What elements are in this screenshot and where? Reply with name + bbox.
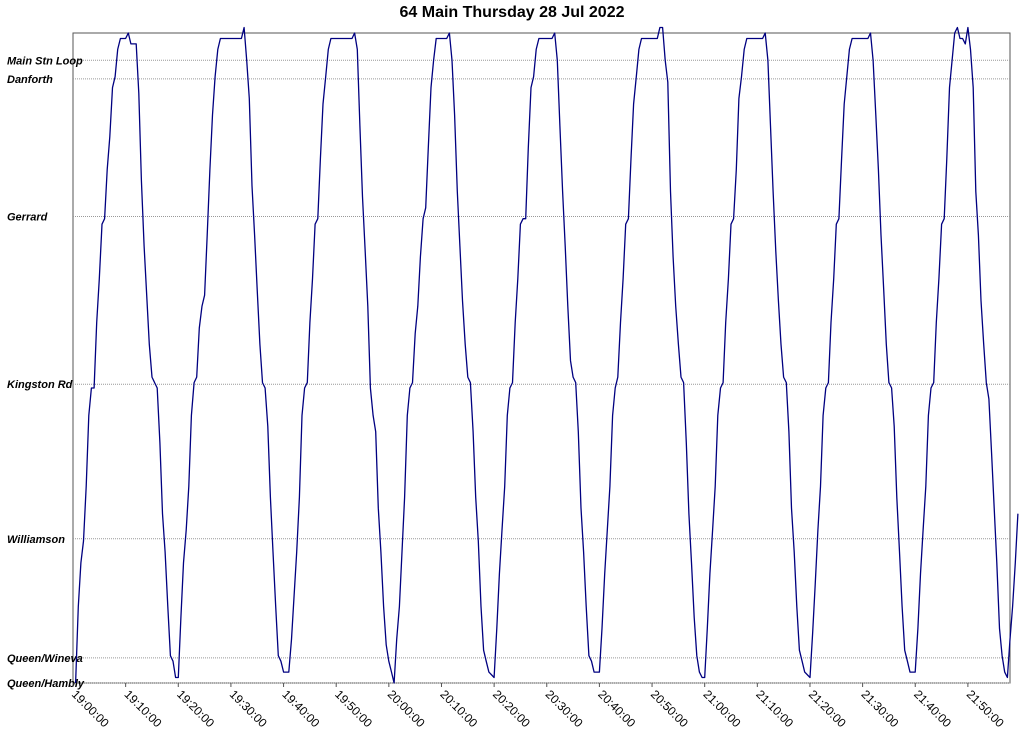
y-stop-label: Gerrard xyxy=(7,212,48,224)
x-tick-label: 21:00:00 xyxy=(701,687,744,730)
y-stop-label: Queen/Hambly xyxy=(7,678,85,690)
stop-labels: Main Stn Loop Danforth Gerrard Kingston Rd W… xyxy=(7,55,85,690)
x-tick-label: 21:30:00 xyxy=(858,687,901,730)
y-stop-label: Danforth xyxy=(7,74,53,86)
x-tick-label: 19:40:00 xyxy=(279,687,322,730)
y-stop-label: Main Stn Loop xyxy=(7,55,83,67)
x-tick-label: 19:20:00 xyxy=(174,687,217,730)
x-tick-label: 20:20:00 xyxy=(490,687,533,730)
y-stop-label: Williamson xyxy=(7,534,65,546)
x-tick-label: 21:40:00 xyxy=(911,687,954,730)
y-stop-label: Kingston Rd xyxy=(7,379,73,391)
series-layer xyxy=(74,26,1019,684)
grid-lines xyxy=(73,59,1010,684)
plot-area xyxy=(72,32,1011,684)
y-stop-label: Queen/Wineva xyxy=(7,653,83,665)
series-line-0 xyxy=(74,26,1019,684)
x-tick-label: 19:10:00 xyxy=(122,687,165,730)
x-tick-label: 20:50:00 xyxy=(648,687,691,730)
chart-title: 64 Main Thursday 28 Jul 2022 xyxy=(399,4,625,21)
x-tick-label: 21:20:00 xyxy=(806,687,849,730)
x-tick-label: 19:50:00 xyxy=(332,687,375,730)
x-tick-label: 20:00:00 xyxy=(385,687,428,730)
x-tick-label: 20:40:00 xyxy=(595,687,638,730)
x-axis: 19:00:00 19:10:00 19:20:00 19:30:00 19:40:00… xyxy=(69,683,1007,730)
x-tick-label: 20:10:00 xyxy=(437,687,480,730)
x-tick-label: 21:10:00 xyxy=(753,687,796,730)
x-tick-label: 19:00:00 xyxy=(69,687,112,730)
x-tick-label: 20:30:00 xyxy=(543,687,586,730)
x-tick-label: 21:50:00 xyxy=(964,687,1007,730)
x-tick-label: 19:30:00 xyxy=(227,687,270,730)
